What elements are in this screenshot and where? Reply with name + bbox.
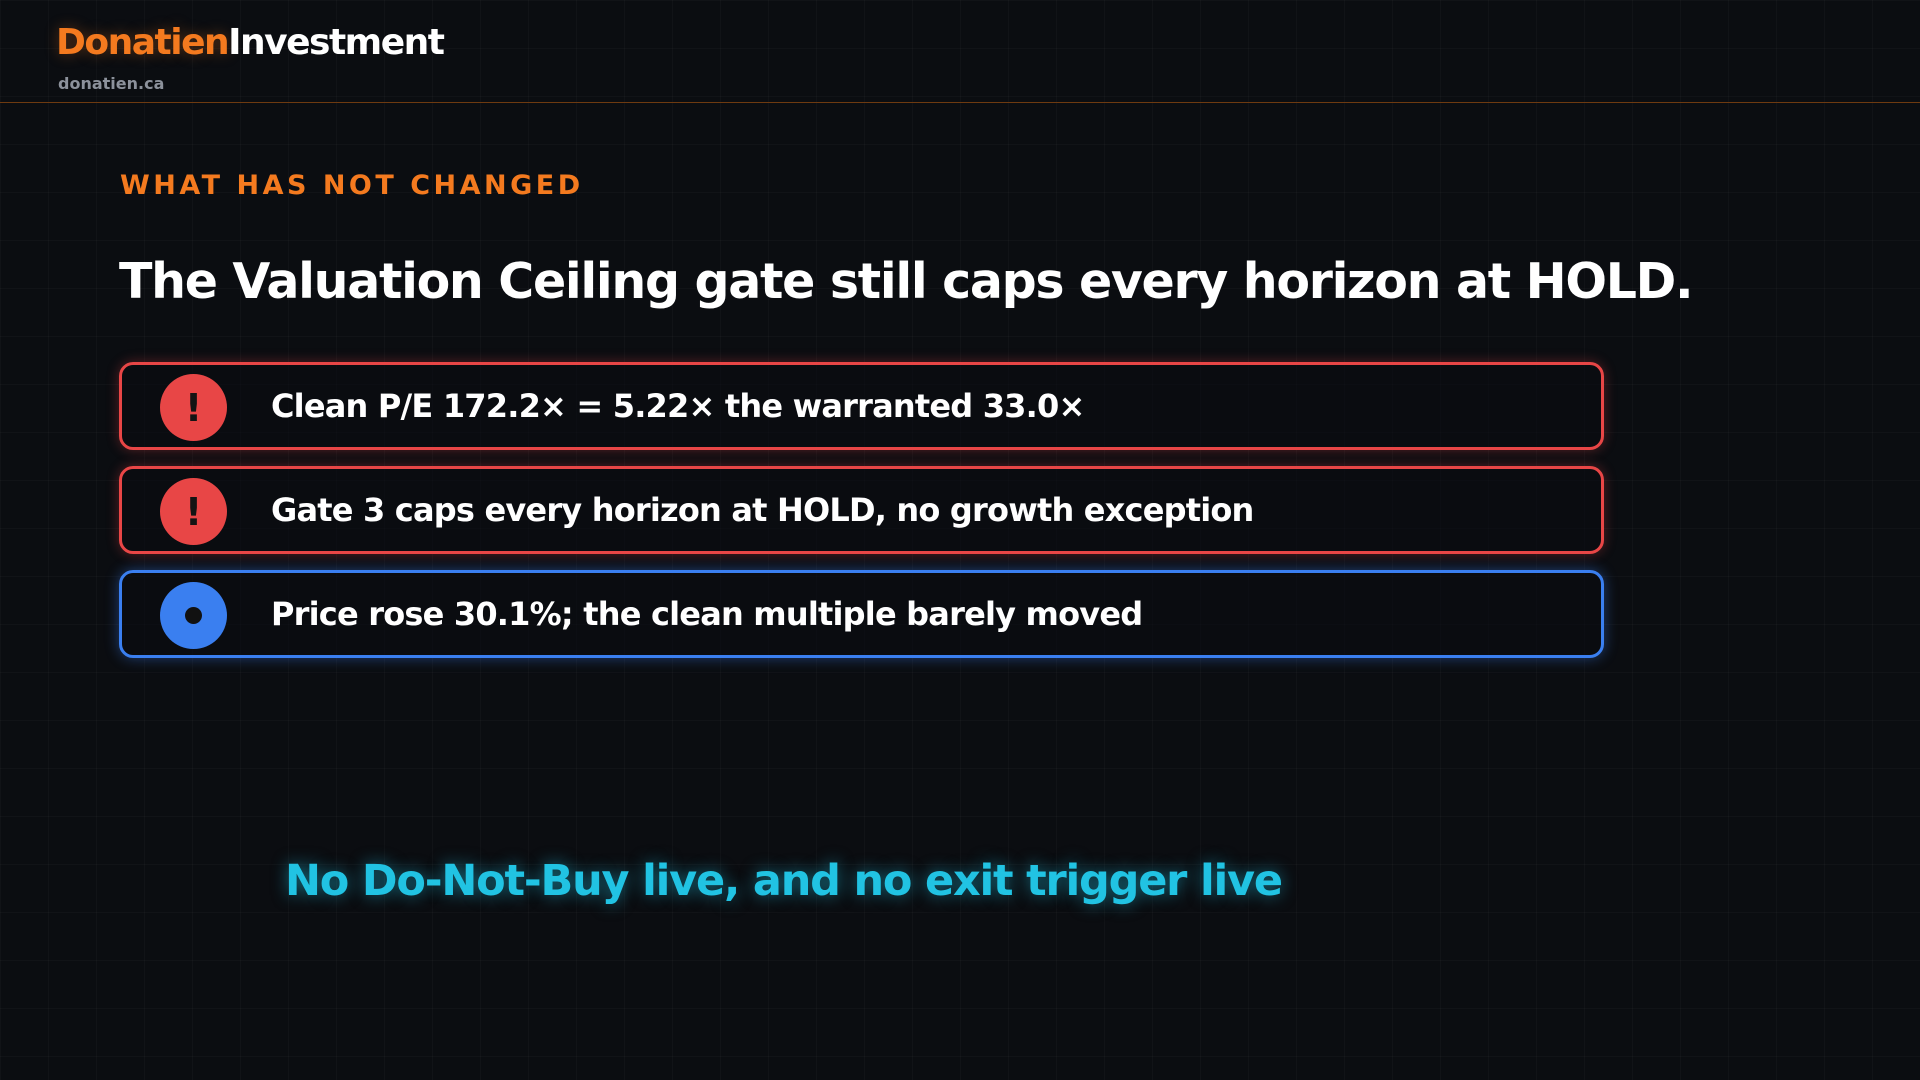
- dot-icon: [160, 582, 227, 649]
- page-header: DonatienInvestment donatien.ca: [0, 0, 1920, 103]
- status-item-price: Price rose 30.1%; the clean multiple bar…: [119, 570, 1604, 658]
- status-item-pe-ratio: ! Clean P/E 172.2× = 5.22× the warranted…: [119, 362, 1604, 450]
- brand-domain: donatien.ca: [58, 74, 165, 93]
- status-item-text: Clean P/E 172.2× = 5.22× the warranted 3…: [271, 387, 1085, 425]
- slide-headline: The Valuation Ceiling gate still caps ev…: [119, 252, 1694, 310]
- exclamation-icon: !: [160, 478, 227, 545]
- status-item-text: Gate 3 caps every horizon at HOLD, no gr…: [271, 491, 1254, 529]
- status-item-gate-3: ! Gate 3 caps every horizon at HOLD, no …: [119, 466, 1604, 554]
- status-item-text: Price rose 30.1%; the clean multiple bar…: [271, 595, 1143, 633]
- brand-logo: DonatienInvestment: [56, 22, 445, 63]
- exclamation-icon: !: [160, 374, 227, 441]
- brand-name-part2: Investment: [228, 22, 445, 63]
- footer-note: No Do-Not-Buy live, and no exit trigger …: [285, 856, 1283, 906]
- section-eyebrow: WHAT HAS NOT CHANGED: [120, 170, 584, 201]
- brand-name-part1: Donatien: [56, 22, 230, 63]
